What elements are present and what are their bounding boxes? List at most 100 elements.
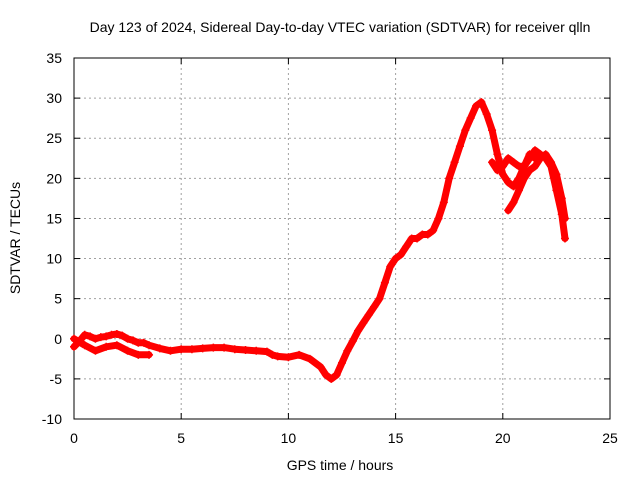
data-point <box>472 102 480 111</box>
data-point <box>166 346 175 355</box>
data-point <box>482 110 491 119</box>
y-axis: -10 -5 0 5 10 15 20 25 30 35 <box>42 50 610 427</box>
x-tick-label: 20 <box>495 430 511 446</box>
data-point <box>504 154 513 163</box>
data-point <box>488 126 497 135</box>
x-tick-label: 10 <box>281 430 297 446</box>
series-line <box>70 98 539 383</box>
data-point <box>466 114 475 123</box>
data-point <box>107 330 116 339</box>
data-point <box>209 343 218 352</box>
data-point <box>514 186 523 195</box>
data-point <box>354 326 363 335</box>
y-axis-label: SDTVAR / TECUs <box>7 182 23 294</box>
data-point <box>498 170 507 179</box>
data-point <box>520 174 529 183</box>
data-point <box>477 98 486 107</box>
data-point <box>80 341 89 350</box>
data-point <box>541 150 550 159</box>
data-point <box>139 338 148 347</box>
chart-title: Day 123 of 2024, Sidereal Day-to-day VTE… <box>90 19 591 35</box>
data-point <box>423 230 432 239</box>
data-point <box>338 358 346 367</box>
data-point <box>493 166 502 175</box>
x-tick-label: 5 <box>177 430 185 446</box>
data-point <box>547 158 556 167</box>
data-point <box>364 310 373 319</box>
y-tick-label: 15 <box>46 210 62 226</box>
data-point <box>509 198 518 207</box>
data-point <box>198 344 207 353</box>
data-point <box>509 158 518 167</box>
data-point <box>273 352 282 361</box>
data-point <box>445 174 454 183</box>
plot-frame <box>73 57 611 420</box>
data-point <box>439 198 448 207</box>
data-point <box>241 346 250 355</box>
data-point <box>91 334 100 343</box>
data-point <box>520 162 529 171</box>
data-point <box>327 374 336 383</box>
data-point <box>145 350 154 359</box>
y-tick-label: 5 <box>54 291 62 307</box>
data-point <box>498 162 507 171</box>
data-point <box>128 336 137 345</box>
data-point <box>504 206 513 215</box>
data-point <box>145 341 154 350</box>
data-point <box>402 242 411 251</box>
data-point <box>295 350 304 359</box>
y-tick-label: 25 <box>46 130 62 146</box>
data-point <box>187 345 196 354</box>
y-tick-label: 10 <box>46 251 62 267</box>
data-point <box>102 332 111 341</box>
x-axis: 0 5 10 15 20 25 <box>70 58 618 446</box>
data-point <box>112 341 121 350</box>
data-series <box>70 98 569 383</box>
data-point <box>391 254 400 263</box>
data-point <box>134 350 143 359</box>
data-point <box>70 334 78 343</box>
data-point <box>557 194 566 203</box>
data-point <box>552 170 561 179</box>
data-point <box>252 346 261 355</box>
data-point <box>80 330 89 339</box>
y-tick-label: 0 <box>54 331 62 347</box>
data-point <box>560 234 569 243</box>
data-point <box>530 146 539 155</box>
data-point <box>488 158 497 167</box>
y-tick-label: -10 <box>42 411 62 427</box>
data-point <box>262 347 271 356</box>
data-point <box>112 329 121 338</box>
data-point <box>359 318 368 327</box>
data-point <box>530 162 539 171</box>
data-point <box>429 226 438 235</box>
data-point <box>380 278 389 287</box>
data-point <box>536 154 545 163</box>
data-point <box>509 182 518 191</box>
data-point <box>230 345 239 354</box>
data-point <box>493 150 502 159</box>
data-point <box>560 214 569 223</box>
data-point <box>525 154 534 163</box>
data-point <box>375 294 384 303</box>
data-point <box>123 346 132 355</box>
data-point <box>70 342 78 351</box>
data-point <box>155 344 164 353</box>
data-point <box>348 337 357 346</box>
y-tick-label: 35 <box>46 50 62 66</box>
data-point <box>461 126 470 135</box>
data-point <box>413 234 422 243</box>
y-tick-label: 30 <box>46 90 62 106</box>
y-tick-label: -5 <box>50 371 63 387</box>
data-point <box>305 354 314 363</box>
data-point <box>86 332 95 341</box>
x-axis-label: GPS time / hours <box>287 457 394 473</box>
x-tick-label: 0 <box>70 430 78 446</box>
data-point <box>396 250 405 259</box>
data-point <box>177 345 186 354</box>
series-line <box>504 150 569 222</box>
data-point <box>102 342 111 351</box>
data-point <box>123 334 132 343</box>
data-point <box>118 331 127 340</box>
